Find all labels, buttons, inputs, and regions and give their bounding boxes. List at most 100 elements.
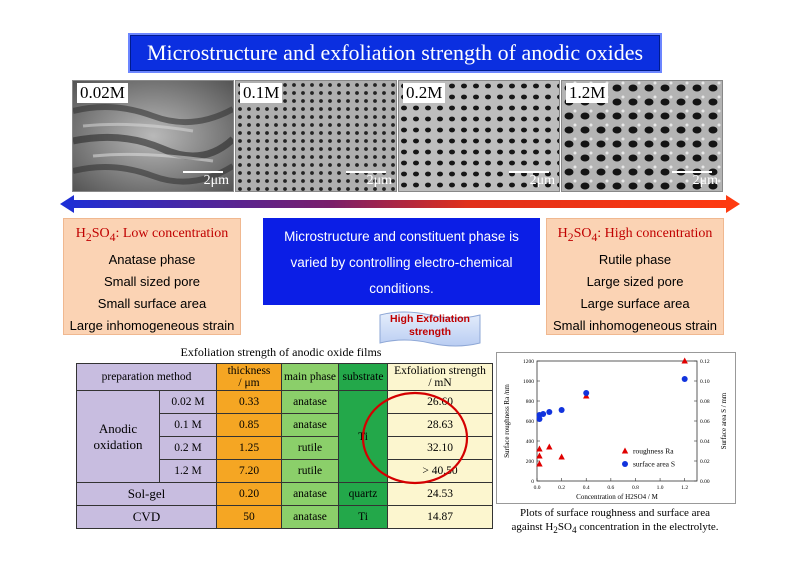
thickness-cell: 0.20: [216, 482, 282, 506]
y-tick-label-left: 200: [526, 459, 535, 465]
y-axis-label-left: Surface roughness Ra /nm: [503, 384, 511, 458]
x-tick-label: 0.0: [534, 485, 541, 491]
table-row: CVD 50 anatase Ti 14.87: [76, 505, 493, 529]
plot-caption-line: Plots of surface roughness and surface a…: [520, 507, 710, 519]
scale-bar: [346, 171, 386, 173]
surface-area-point: [546, 409, 553, 415]
table-row: Anodic oxidation 0.02 M 0.33 anatase Ti 2…: [76, 390, 493, 483]
header-thickness: thickness / μm: [216, 363, 282, 391]
page-title: Microstructure and exfoliation strength …: [128, 33, 662, 73]
sem-label: 0.02M: [77, 83, 128, 103]
phase-cell: anatase: [281, 482, 339, 506]
substrate-cell: Ti: [338, 505, 388, 529]
property-line: Rutile phase: [598, 251, 672, 267]
scale-bar: [509, 171, 549, 173]
y-tick-label-right: 0.10: [700, 379, 710, 385]
roughness-area-plot: 0.0 0.2 0.4 0.6 0.8 1.0 1.2 0 200 400 600 800 1000 12…: [496, 352, 736, 504]
strength-cell: 26.60: [387, 390, 493, 414]
y-axis-label-right: Surface area S / mm: [720, 392, 728, 449]
x-tick-label: 0.8: [632, 485, 639, 491]
sem-scale-label: 2μm: [366, 173, 392, 188]
surface-area-point: [540, 411, 547, 417]
sem-label: 1.2M: [566, 83, 609, 103]
legend-surface-area-marker: [622, 461, 628, 467]
phase-cell: anatase: [281, 413, 339, 437]
legend-roughness-marker: [621, 447, 629, 454]
header-substrate: substrate: [338, 363, 388, 391]
conc-cell: 1.2 M: [159, 459, 217, 483]
property-line: Large surface area: [580, 295, 690, 311]
y-tick-label-left: 800: [526, 399, 535, 405]
property-line: Anatase phase: [108, 251, 196, 267]
y-tick-label-right: 0.04: [700, 439, 710, 445]
y-tick-label-right: 0.12: [700, 359, 710, 365]
x-tick-label: 1.0: [657, 485, 664, 491]
thickness-cell: 0.85: [216, 413, 282, 437]
low-concentration-box: H2SO4: Low concentration Anatase phase S…: [63, 218, 241, 335]
center-summary-box: Microstructure and constituent phase is …: [263, 218, 540, 305]
legend-label: roughness Ra: [633, 447, 674, 456]
concentration-arrow: [60, 195, 740, 213]
property-line: Large sized pore: [586, 273, 684, 289]
sem-scale-label: 2μm: [692, 173, 718, 188]
substrate-cell: quartz: [338, 482, 388, 506]
high-concentration-box: H2SO4: High concentration Rutile phase L…: [546, 218, 724, 335]
scale-bar: [672, 171, 712, 173]
x-tick-label: 0.2: [558, 485, 565, 491]
high-strength-flag: [379, 311, 481, 347]
plot-caption: Plots of surface roughness and surface a…: [490, 506, 740, 537]
property-line: Small inhomogeneous strain: [552, 317, 718, 333]
surface-area-point: [558, 407, 565, 413]
plot-marks: [536, 357, 688, 467]
y-tick-label-left: 1200: [523, 359, 534, 365]
header-phase: main phase: [281, 363, 339, 391]
high-concentration-heading: H2SO4: High concentration: [557, 226, 713, 244]
anodic-method-cell: Anodic oxidation: [76, 390, 160, 483]
table-caption: Exfoliation strength of anodic oxide fil…: [180, 345, 382, 359]
y-tick-label-right: 0.00: [700, 479, 710, 485]
summary-line: varied by controlling electro-chemical: [290, 255, 513, 270]
table-row: 1.2 M 7.20 rutile > 40.50: [77, 459, 493, 483]
x-tick-label: 0.6: [607, 485, 614, 491]
roughness-point: [536, 452, 543, 459]
summary-line: Microstructure and constituent phase is: [284, 229, 519, 244]
table-row: Sol-gel 0.20 anatase quartz 24.53: [76, 482, 493, 506]
plot-caption-line: against H2SO4 concentration in the elect…: [511, 521, 719, 536]
exfoliation-table: preparation method thickness / μm main ph…: [76, 363, 493, 529]
property-line: Large inhomogeneous strain: [69, 317, 235, 333]
high-strength-label: High Exfoliation strength: [390, 313, 470, 338]
y-tick-label-left: 600: [526, 419, 535, 425]
y-tick-label-right: 0.08: [700, 399, 710, 405]
conc-cell: 0.2 M: [159, 436, 217, 460]
thickness-cell: 1.25: [216, 436, 282, 460]
sem-image-0-1m: 0.1M 2μm: [235, 80, 397, 192]
roughness-point: [536, 460, 543, 467]
thickness-cell: 0.33: [216, 390, 282, 414]
low-concentration-heading: H2SO4: Low concentration: [75, 226, 229, 244]
y-tick-label-right: 0.02: [700, 459, 710, 465]
conc-cell: 0.1 M: [159, 413, 217, 437]
table-row: 0.1 M 0.85 anatase 28.63: [77, 413, 493, 437]
header-strength: Exfoliation strength / mN: [387, 363, 493, 391]
conc-cell: 0.02 M: [159, 390, 217, 414]
x-axis-label: Concentration of H2SO4 / M: [576, 493, 658, 501]
x-tick-label: 0.4: [583, 485, 590, 491]
y-tick-label-left: 1000: [523, 379, 534, 385]
sem-image-0-2m: 0.2M 2μm: [398, 80, 560, 192]
y-tick-label-right: 0.06: [700, 419, 710, 425]
legend-label: surface area S: [633, 460, 675, 469]
summary-line: conditions.: [369, 281, 434, 296]
sem-image-0-02m: 0.02M 2μm: [72, 80, 234, 192]
highlight-circle: [361, 391, 469, 485]
thickness-cell: 7.20: [216, 459, 282, 483]
surface-area-point: [583, 390, 590, 396]
roughness-point: [546, 443, 553, 450]
sem-image-1-2m: 1.2M 2μm: [561, 80, 723, 192]
phase-cell: anatase: [281, 505, 339, 529]
y-tick-label-left: 0: [531, 479, 534, 485]
sem-texture: [73, 81, 233, 191]
thickness-cell: 50: [216, 505, 282, 529]
x-tick-label: 1.2: [681, 485, 688, 491]
header-prep: preparation method: [76, 363, 217, 391]
sem-label: 0.2M: [403, 83, 446, 103]
